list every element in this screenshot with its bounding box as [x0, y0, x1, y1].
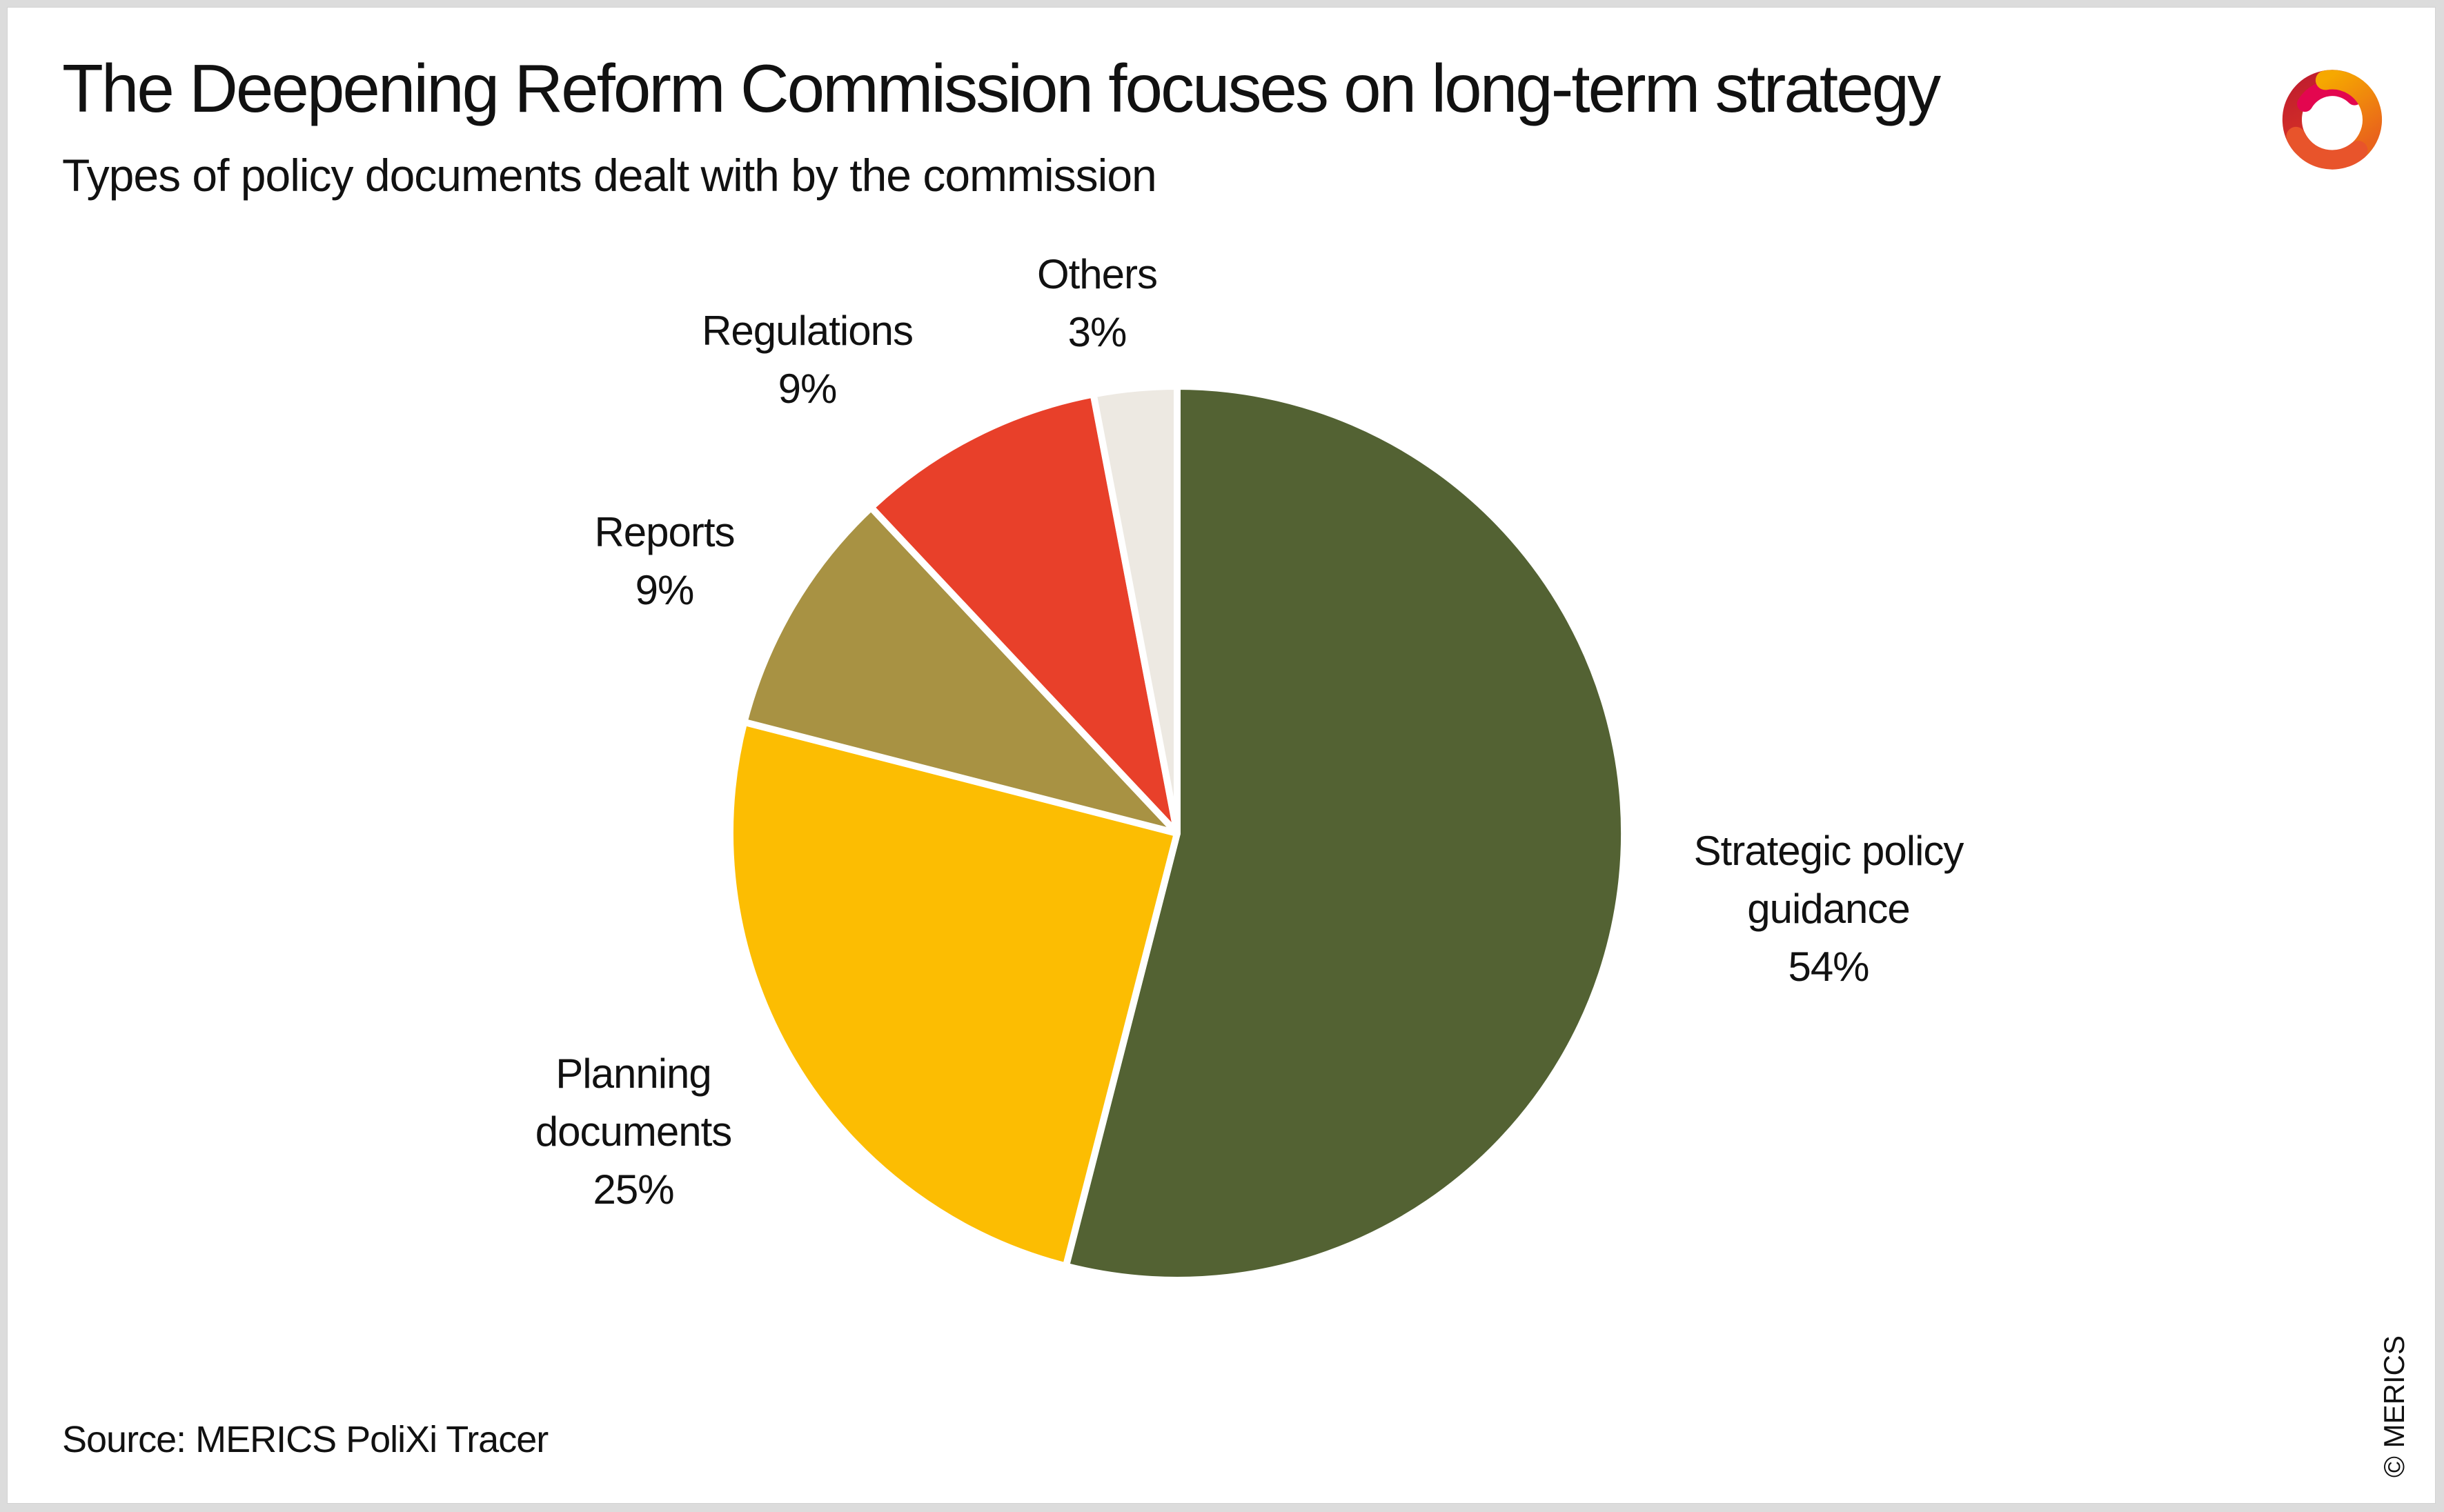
label-regulations: Regulations 9% [702, 302, 914, 418]
pie-slice-planning-documents [727, 718, 1181, 1270]
label-line: Reports [594, 509, 735, 555]
pie-slice-others [1090, 383, 1181, 837]
copyright-note: © MERICS [2378, 1335, 2410, 1478]
pie-slice-regulations [867, 390, 1181, 837]
pie-slice-strategic-policy-guidance [1062, 383, 1628, 1284]
label-line: Regulations [702, 308, 914, 354]
logo-ribbon-vermilion [2286, 126, 2368, 170]
label-others: Others 3% [1036, 246, 1158, 361]
chart-subtitle: Types of policy documents dealt with by … [62, 150, 1157, 201]
source-note: Source: MERICS PoliXi Tracer [62, 1419, 549, 1460]
label-value: 3% [1067, 309, 1127, 355]
label-line: documents [535, 1108, 732, 1155]
label-strategic-policy-guidance: Strategic policy guidance 54% [1694, 822, 1964, 996]
label-value: 9% [635, 567, 695, 613]
merics-logo-icon [2282, 70, 2383, 170]
label-line: Planning [555, 1051, 712, 1097]
label-value: 9% [778, 366, 838, 412]
label-value: 25% [593, 1166, 674, 1213]
label-reports: Reports 9% [594, 504, 735, 619]
label-line: Strategic policy [1693, 828, 1964, 874]
chart-title: The Deepening Reform Commission focuses … [62, 50, 1941, 126]
label-line: guidance [1747, 886, 1911, 932]
label-line: Others [1036, 251, 1158, 297]
label-planning-documents: Planning documents 25% [535, 1045, 732, 1219]
pie-slice-reports [740, 504, 1181, 837]
label-value: 54% [1788, 944, 1869, 990]
